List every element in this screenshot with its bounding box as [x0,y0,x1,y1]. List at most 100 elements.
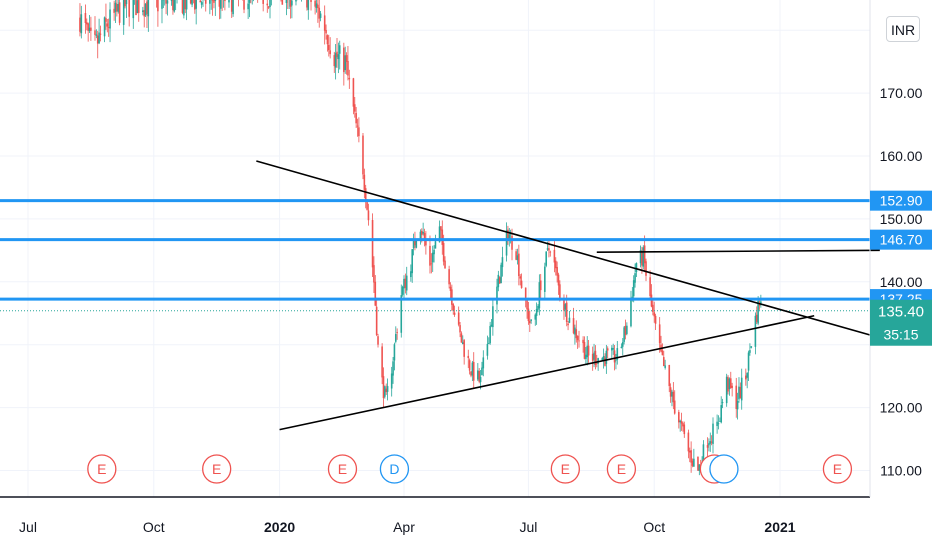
candle [384,386,386,399]
candle-body [746,373,748,378]
earnings-marker[interactable]: E [203,455,231,483]
candle-body [425,240,427,245]
y-tick-label: 150.00 [880,211,923,227]
candle-body [433,250,435,254]
x-tick-label: 2020 [264,519,295,535]
candle [137,0,139,13]
candle-body [498,275,500,287]
y-tick-label: 170.00 [880,85,923,101]
candle-body [183,0,185,15]
candle-body [585,355,587,359]
candle-body [282,0,284,5]
candle-body [324,15,326,30]
currency-button[interactable]: INR [886,16,920,42]
candle-body [119,2,121,22]
earnings-marker[interactable]: E [551,455,579,483]
candle-body [463,340,465,357]
candle-body [664,365,666,367]
candle-body [730,378,732,388]
candle-body [381,346,383,377]
candle-body [459,325,461,332]
candle-body [720,405,722,422]
candle-body [186,0,188,9]
candle-body [470,371,472,375]
candle-body [215,0,217,1]
candle [697,456,699,471]
candle-body [416,241,418,248]
candle-body [537,306,539,310]
candle-body [517,255,519,260]
candle-body [343,48,345,72]
candle-body [688,433,690,452]
candle-body [148,0,150,16]
candle-body [674,401,676,414]
candle-body [544,267,546,292]
candle-body [756,315,758,322]
candle-body [515,251,517,260]
dividend-marker[interactable]: D [380,455,408,483]
candle-body [549,252,551,253]
x-tick-label: Jul [519,519,537,535]
candle-body [376,307,378,335]
x-tick-label: Apr [393,519,415,535]
candle-body [729,379,731,390]
candle-body [632,297,634,298]
event-marker-letter: E [212,461,221,477]
candle-body [740,387,742,398]
candle-body [633,280,635,296]
earnings-marker[interactable]: E [607,455,635,483]
candle-body [146,2,148,14]
candle-body [213,0,215,3]
candle-body [670,387,672,396]
candle-body [607,348,609,350]
candle-body [81,14,83,33]
upcoming-event-marker[interactable] [710,455,738,483]
candle-body [472,363,474,376]
candle-body [116,4,118,11]
candle-body [184,0,186,9]
candle [182,0,184,14]
candle-body [741,378,743,401]
earnings-marker[interactable]: E [823,455,851,483]
candle-body [621,347,623,348]
x-tick-label: 2021 [764,519,795,535]
candle-body [387,386,389,392]
candle-body [592,354,594,361]
candle-body [431,263,433,264]
earnings-marker[interactable]: E [328,455,356,483]
candle-body [745,376,747,380]
candle-body [604,357,606,365]
candle-body [406,276,408,291]
earnings-marker[interactable]: E [88,455,116,483]
candle-body [79,18,81,32]
event-marker-letter: E [97,461,106,477]
candle-body [440,226,442,230]
candle-body [317,5,319,8]
candle-body [115,3,117,12]
candle-body [441,230,443,245]
candle-body [190,0,192,3]
candle-body [735,386,737,409]
candle-body [644,245,646,263]
candle-body [432,253,434,263]
candle-body [518,254,520,276]
candle-body [392,361,394,375]
current-price-value: 135.40 [878,304,924,321]
candle-body [310,0,312,2]
candle-body [469,360,471,370]
candle-body [642,247,644,266]
price-line-label-text: 152.90 [880,193,923,209]
candle-body [314,1,316,7]
candle-body [403,279,405,288]
candle-body [547,248,549,249]
candle [135,0,137,15]
candle-body [97,36,99,44]
candle-body [335,53,337,67]
candle-body [548,248,550,250]
candle-body [143,10,145,16]
candle-body [400,295,402,333]
candle-body [707,445,709,448]
candle-body [135,0,137,15]
